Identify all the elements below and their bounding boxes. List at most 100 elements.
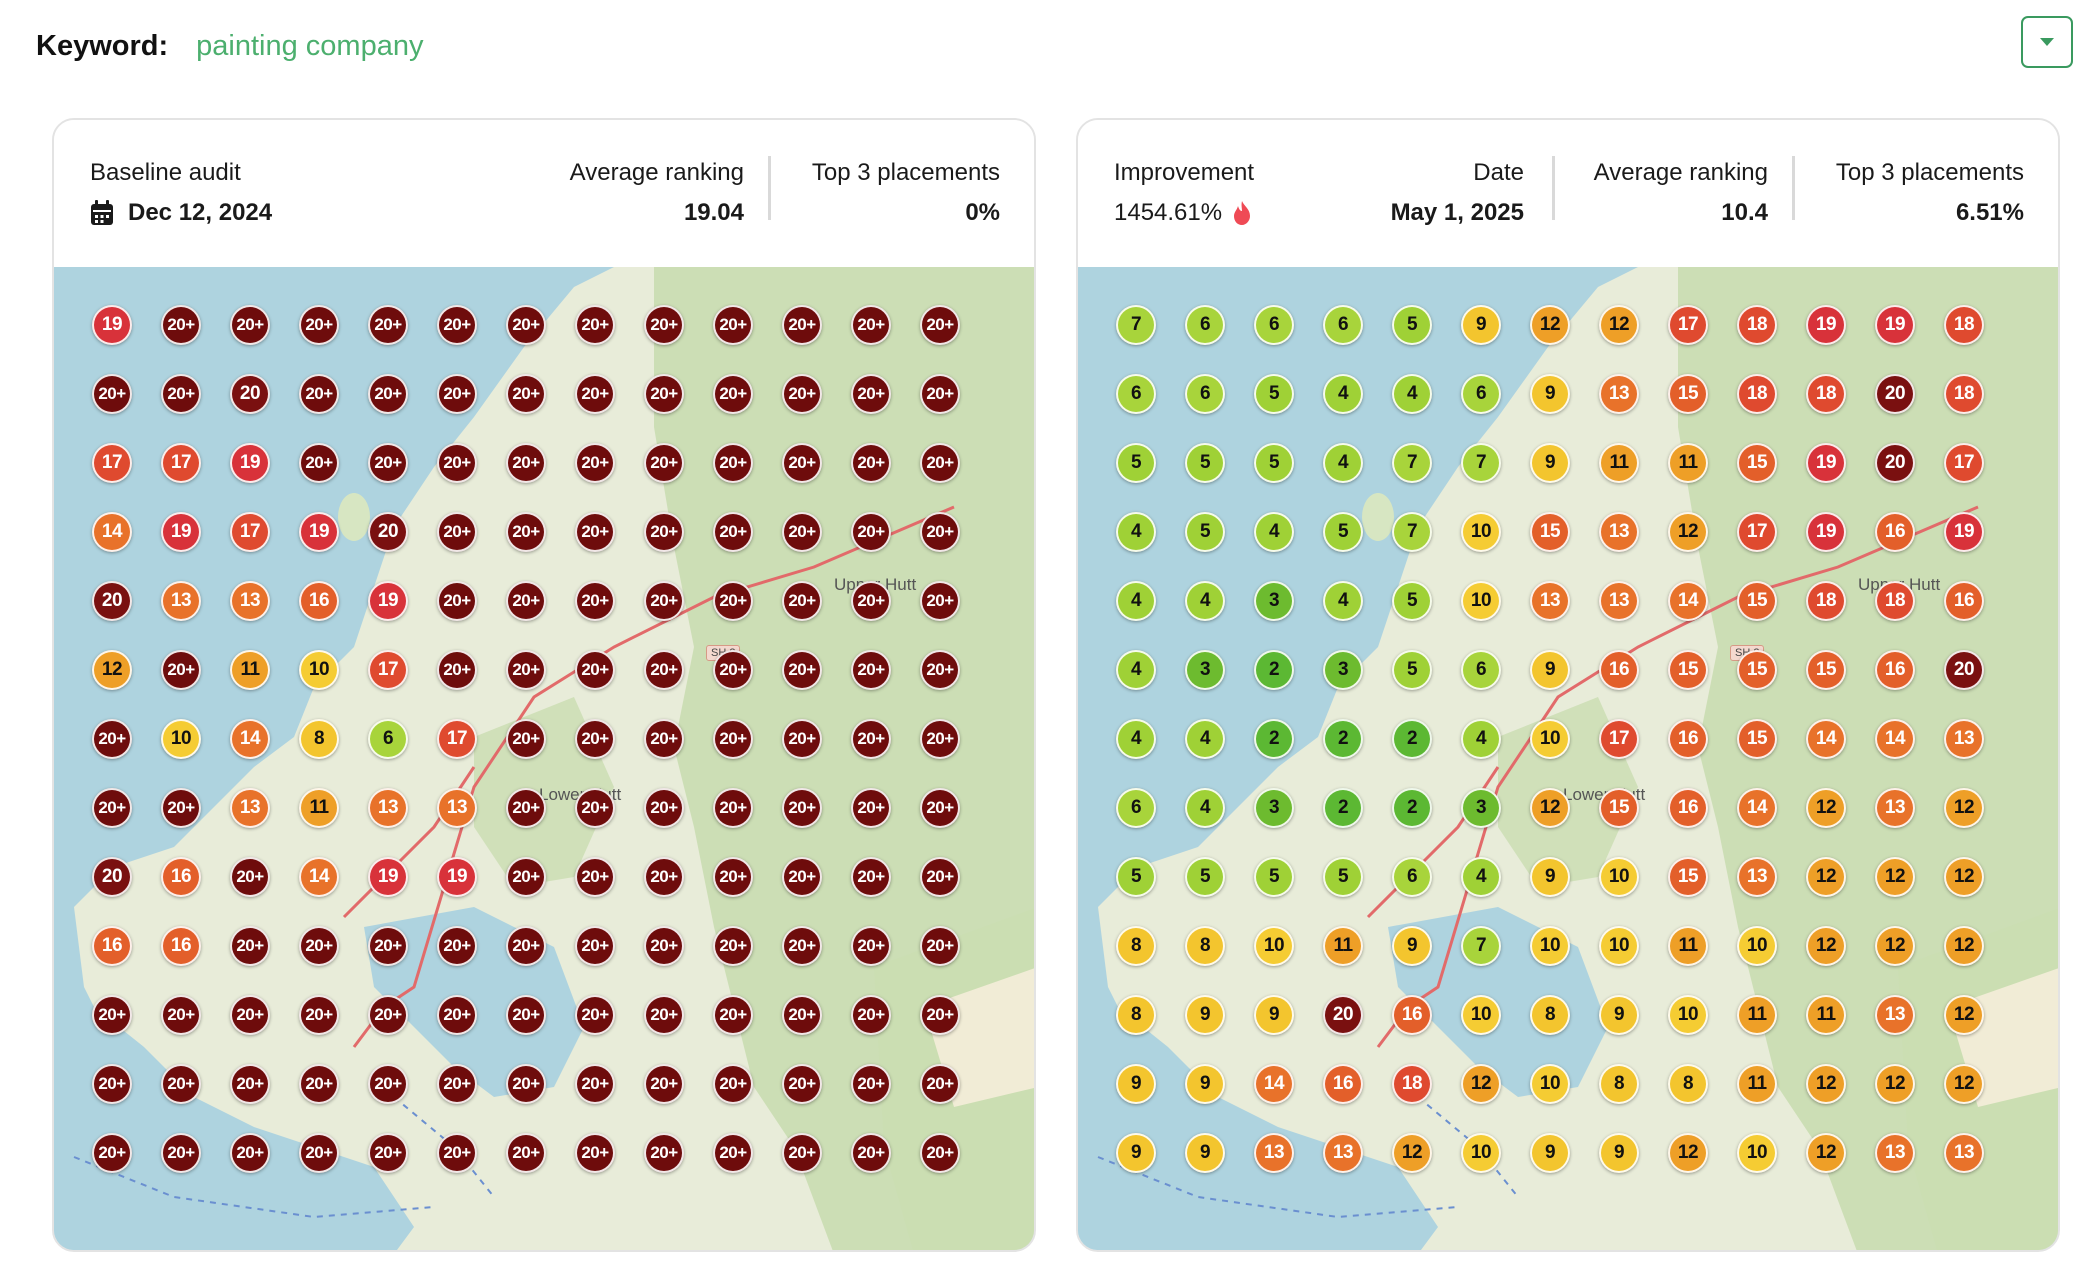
current-rank-pin[interactable]: 4 bbox=[1392, 374, 1432, 414]
current-rank-pin[interactable]: 12 bbox=[1806, 1064, 1846, 1104]
baseline-rank-pin[interactable]: 11 bbox=[230, 650, 270, 690]
current-rank-pin[interactable]: 5 bbox=[1323, 512, 1363, 552]
baseline-rank-pin[interactable]: 20+ bbox=[644, 374, 684, 414]
current-rank-pin[interactable]: 9 bbox=[1530, 650, 1570, 690]
current-rank-pin[interactable]: 19 bbox=[1806, 305, 1846, 345]
current-rank-pin[interactable]: 12 bbox=[1530, 305, 1570, 345]
current-rank-pin[interactable]: 9 bbox=[1185, 1133, 1225, 1173]
baseline-rank-pin[interactable]: 20+ bbox=[299, 305, 339, 345]
current-rank-pin[interactable]: 5 bbox=[1185, 857, 1225, 897]
baseline-rank-pin[interactable]: 20+ bbox=[575, 443, 615, 483]
current-rank-pin[interactable]: 20 bbox=[1323, 995, 1363, 1035]
current-rank-pin[interactable]: 12 bbox=[1530, 788, 1570, 828]
current-rank-pin[interactable]: 15 bbox=[1806, 650, 1846, 690]
current-rank-pin[interactable]: 12 bbox=[1806, 857, 1846, 897]
current-rank-pin[interactable]: 8 bbox=[1530, 995, 1570, 1035]
baseline-rank-pin[interactable]: 20+ bbox=[506, 512, 546, 552]
current-rank-pin[interactable]: 13 bbox=[1875, 1133, 1915, 1173]
current-rank-pin[interactable]: 4 bbox=[1116, 719, 1156, 759]
baseline-rank-pin[interactable]: 20+ bbox=[437, 374, 477, 414]
baseline-rank-pin[interactable]: 19 bbox=[92, 305, 132, 345]
baseline-rank-pin[interactable]: 20+ bbox=[851, 719, 891, 759]
baseline-rank-pin[interactable]: 20+ bbox=[575, 995, 615, 1035]
current-rank-pin[interactable]: 12 bbox=[1806, 1133, 1846, 1173]
current-rank-pin[interactable]: 13 bbox=[1323, 1133, 1363, 1173]
baseline-rank-pin[interactable]: 20+ bbox=[644, 581, 684, 621]
baseline-rank-pin[interactable]: 12 bbox=[92, 650, 132, 690]
baseline-rank-pin[interactable]: 20+ bbox=[368, 443, 408, 483]
baseline-rank-pin[interactable]: 20+ bbox=[713, 512, 753, 552]
current-rank-pin[interactable]: 19 bbox=[1806, 512, 1846, 552]
current-rank-pin[interactable]: 20 bbox=[1875, 443, 1915, 483]
current-rank-pin[interactable]: 5 bbox=[1254, 374, 1294, 414]
baseline-rank-pin[interactable]: 20+ bbox=[230, 305, 270, 345]
baseline-rank-pin[interactable]: 20+ bbox=[230, 1064, 270, 1104]
baseline-rank-pin[interactable]: 20+ bbox=[920, 305, 960, 345]
baseline-rank-pin[interactable]: 20+ bbox=[575, 581, 615, 621]
current-rank-pin[interactable]: 20 bbox=[1875, 374, 1915, 414]
current-rank-pin[interactable]: 12 bbox=[1461, 1064, 1501, 1104]
baseline-rank-pin[interactable]: 20+ bbox=[851, 512, 891, 552]
baseline-rank-pin[interactable]: 10 bbox=[299, 650, 339, 690]
baseline-rank-pin[interactable]: 20+ bbox=[368, 374, 408, 414]
baseline-rank-pin[interactable]: 20+ bbox=[506, 995, 546, 1035]
baseline-rank-pin[interactable]: 20+ bbox=[644, 857, 684, 897]
baseline-rank-pin[interactable]: 20+ bbox=[230, 857, 270, 897]
current-rank-pin[interactable]: 4 bbox=[1323, 443, 1363, 483]
baseline-rank-pin[interactable]: 20+ bbox=[782, 857, 822, 897]
baseline-rank-pin[interactable]: 20 bbox=[92, 581, 132, 621]
baseline-rank-pin[interactable]: 20+ bbox=[368, 995, 408, 1035]
current-rank-pin[interactable]: 13 bbox=[1599, 512, 1639, 552]
current-rank-pin[interactable]: 12 bbox=[1944, 926, 1984, 966]
current-rank-pin[interactable]: 13 bbox=[1254, 1133, 1294, 1173]
current-rank-pin[interactable]: 4 bbox=[1323, 581, 1363, 621]
current-rank-pin[interactable]: 11 bbox=[1668, 926, 1708, 966]
baseline-rank-pin[interactable]: 20+ bbox=[92, 374, 132, 414]
baseline-rank-pin[interactable]: 20+ bbox=[92, 1133, 132, 1173]
current-rank-pin[interactable]: 18 bbox=[1875, 581, 1915, 621]
current-rank-pin[interactable]: 14 bbox=[1806, 719, 1846, 759]
baseline-rank-pin[interactable]: 20+ bbox=[920, 1064, 960, 1104]
baseline-rank-pin[interactable]: 20+ bbox=[851, 857, 891, 897]
current-rank-pin[interactable]: 10 bbox=[1668, 995, 1708, 1035]
baseline-rank-pin[interactable]: 14 bbox=[92, 512, 132, 552]
baseline-rank-pin[interactable]: 10 bbox=[161, 719, 201, 759]
current-rank-pin[interactable]: 16 bbox=[1944, 581, 1984, 621]
current-rank-pin[interactable]: 9 bbox=[1254, 995, 1294, 1035]
current-rank-pin[interactable]: 8 bbox=[1668, 1064, 1708, 1104]
current-rank-pin[interactable]: 4 bbox=[1461, 719, 1501, 759]
baseline-rank-pin[interactable]: 20+ bbox=[920, 995, 960, 1035]
baseline-rank-pin[interactable]: 20+ bbox=[506, 788, 546, 828]
current-rank-pin[interactable]: 6 bbox=[1254, 305, 1294, 345]
current-rank-pin[interactable]: 8 bbox=[1116, 995, 1156, 1035]
baseline-rank-pin[interactable]: 20+ bbox=[368, 1133, 408, 1173]
current-rank-pin[interactable]: 15 bbox=[1737, 650, 1777, 690]
current-rank-pin[interactable]: 8 bbox=[1116, 926, 1156, 966]
current-rank-pin[interactable]: 6 bbox=[1323, 305, 1363, 345]
current-rank-pin[interactable]: 5 bbox=[1392, 581, 1432, 621]
baseline-rank-pin[interactable]: 20+ bbox=[713, 374, 753, 414]
baseline-rank-pin[interactable]: 20+ bbox=[851, 305, 891, 345]
current-rank-pin[interactable]: 19 bbox=[1806, 443, 1846, 483]
keyword-dropdown-button[interactable] bbox=[2021, 16, 2073, 68]
baseline-rank-pin[interactable]: 20+ bbox=[644, 719, 684, 759]
current-rank-pin[interactable]: 7 bbox=[1116, 305, 1156, 345]
current-rank-pin[interactable]: 9 bbox=[1530, 443, 1570, 483]
current-rank-pin[interactable]: 7 bbox=[1461, 443, 1501, 483]
current-rank-pin[interactable]: 16 bbox=[1323, 1064, 1363, 1104]
current-rank-pin[interactable]: 2 bbox=[1392, 719, 1432, 759]
baseline-rank-pin[interactable]: 20+ bbox=[230, 1133, 270, 1173]
baseline-rank-pin[interactable]: 20+ bbox=[851, 995, 891, 1035]
current-rank-pin[interactable]: 14 bbox=[1875, 719, 1915, 759]
current-rank-pin[interactable]: 6 bbox=[1461, 374, 1501, 414]
current-rank-pin[interactable]: 5 bbox=[1323, 857, 1363, 897]
current-rank-pin[interactable]: 19 bbox=[1875, 305, 1915, 345]
baseline-rank-pin[interactable]: 20+ bbox=[437, 512, 477, 552]
baseline-rank-pin[interactable]: 20+ bbox=[851, 788, 891, 828]
baseline-rank-pin[interactable]: 20+ bbox=[920, 857, 960, 897]
current-rank-pin[interactable]: 2 bbox=[1254, 719, 1294, 759]
baseline-rank-pin[interactable]: 19 bbox=[437, 857, 477, 897]
current-rank-pin[interactable]: 6 bbox=[1185, 305, 1225, 345]
baseline-rank-pin[interactable]: 20+ bbox=[782, 581, 822, 621]
baseline-rank-pin[interactable]: 20+ bbox=[782, 788, 822, 828]
